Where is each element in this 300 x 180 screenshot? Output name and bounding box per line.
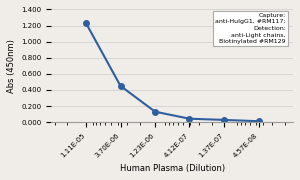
X-axis label: Human Plasma (Dilution): Human Plasma (Dilution) bbox=[120, 164, 225, 173]
Text: Capture:
anti-HuIgG1, #RM117;
Detection:
anti-Light chains,
Biotinylated #RM129: Capture: anti-HuIgG1, #RM117; Detection:… bbox=[215, 13, 286, 44]
Y-axis label: Abs (450nm): Abs (450nm) bbox=[7, 39, 16, 93]
